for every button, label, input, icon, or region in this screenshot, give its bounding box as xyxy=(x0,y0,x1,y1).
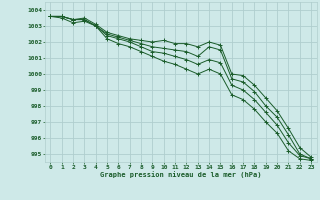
X-axis label: Graphe pression niveau de la mer (hPa): Graphe pression niveau de la mer (hPa) xyxy=(100,171,261,178)
